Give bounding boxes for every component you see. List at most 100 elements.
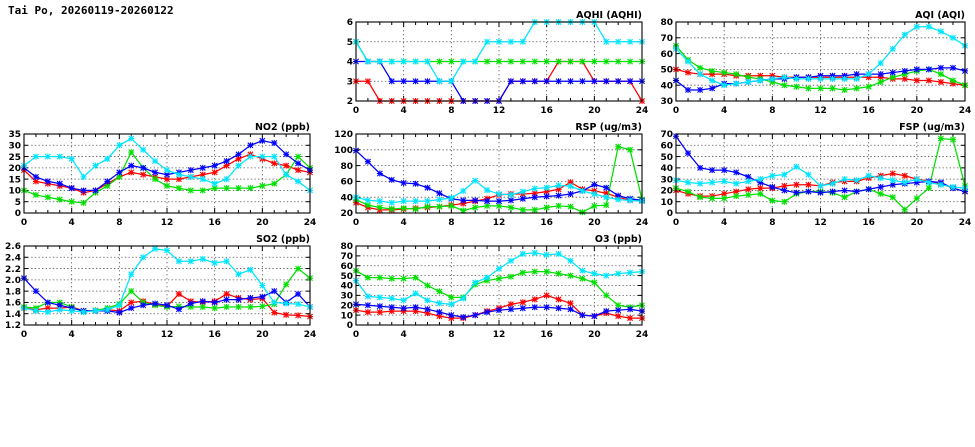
series-marker-green — [709, 195, 716, 202]
series-marker-cyan — [627, 269, 634, 276]
y-tick-label: 10 — [8, 187, 21, 197]
series-marker-red — [283, 162, 290, 169]
series-marker-cyan — [496, 191, 502, 198]
series-marker-cyan — [283, 300, 290, 307]
chart-panel-rsp: RSP (ug/m3) 20 40 60 80 100 120 0 4 8 12 16 20 24 — [332, 120, 652, 235]
series-marker-red — [709, 71, 716, 78]
chart-panel-fsp: FSP (ug/m3) 0 10 20 30 40 50 60 70 0 4 8 12 16 20 24 — [652, 120, 975, 235]
series-marker-cyan — [68, 307, 75, 314]
x-tick-label: 20 — [256, 218, 269, 228]
series-marker-green — [925, 185, 932, 192]
series-marker-red — [949, 80, 956, 87]
series-marker-green — [472, 204, 479, 211]
series-marker-red — [745, 186, 752, 193]
series-marker-blue — [164, 171, 170, 178]
y-tick-label: 4 — [347, 58, 353, 68]
series-marker-green — [199, 303, 206, 310]
series-marker-blue — [211, 299, 218, 306]
series-marker-green — [164, 182, 170, 189]
x-tick-label: 8 — [769, 218, 775, 228]
x-tick-label: 20 — [911, 106, 924, 116]
series-marker-red — [531, 296, 538, 303]
series-marker-cyan — [793, 75, 800, 82]
series-marker-blue — [531, 304, 538, 311]
series-marker-cyan — [128, 135, 135, 142]
chart-title-aqhi: AQHI (AQHI) — [576, 10, 642, 21]
series-marker-blue — [603, 78, 610, 85]
series-marker-green — [187, 187, 194, 194]
series-marker-red — [283, 311, 290, 318]
series-marker-blue — [436, 309, 443, 316]
series-marker-green — [853, 85, 860, 92]
series-marker-cyan — [235, 271, 242, 278]
series-marker-cyan — [472, 58, 479, 65]
series-marker-blue — [603, 308, 610, 315]
series-marker-red — [531, 190, 538, 197]
series-marker-blue — [104, 178, 111, 185]
series-marker-green — [388, 206, 395, 213]
chart-title-rsp: RSP (ug/m3) — [575, 122, 642, 133]
series-marker-blue — [829, 188, 836, 195]
series-marker-cyan — [543, 251, 550, 258]
series-marker-red — [128, 169, 135, 176]
series-marker-cyan — [164, 167, 170, 174]
chart-panel-o3: O3 (ppb) 0 10 20 30 40 50 60 70 80 0 4 8 12 16 20 24 — [332, 232, 652, 347]
chart-title-o3: O3 (ppb) — [595, 234, 642, 245]
series-marker-cyan — [555, 250, 562, 257]
series-marker-green — [56, 196, 63, 203]
series-marker-green — [259, 303, 266, 310]
series-marker-cyan — [388, 295, 395, 302]
x-tick-label: 0 — [673, 218, 679, 228]
y-tick-label: 60 — [660, 141, 673, 151]
y-tick-label: 0 — [15, 209, 21, 219]
series-marker-red — [424, 310, 431, 317]
series-marker-green — [496, 58, 502, 65]
x-tick-label: 0 — [673, 106, 679, 116]
series-marker-green — [615, 302, 622, 309]
series-marker-cyan — [769, 172, 776, 179]
series-marker-cyan — [591, 191, 598, 198]
series-marker-cyan — [709, 179, 716, 186]
series-marker-cyan — [889, 45, 896, 52]
x-tick-label: 12 — [161, 218, 174, 228]
series-marker-green — [436, 203, 443, 210]
series-marker-blue — [140, 164, 147, 171]
series-marker-blue — [235, 296, 242, 303]
series-marker-green — [448, 294, 455, 301]
series-marker-green — [424, 282, 431, 289]
series-marker-cyan — [223, 176, 230, 183]
y-tick-label: 60 — [340, 262, 353, 272]
series-marker-green — [901, 206, 908, 213]
series-marker-green — [579, 58, 586, 65]
series-marker-green — [745, 191, 752, 198]
series-marker-green — [152, 176, 159, 183]
x-tick-label: 12 — [814, 106, 827, 116]
series-marker-cyan — [721, 82, 728, 89]
series-marker-red — [223, 290, 230, 297]
series-marker-cyan — [448, 301, 455, 308]
series-marker-cyan — [388, 199, 395, 206]
series-marker-green — [877, 79, 884, 86]
series-marker-cyan — [56, 153, 63, 160]
series-marker-cyan — [496, 265, 502, 272]
series-marker-blue — [949, 64, 956, 71]
series-marker-green — [507, 273, 514, 280]
y-tick-label: 40 — [340, 193, 353, 203]
y-tick-label: 40 — [660, 81, 673, 91]
series-marker-red — [140, 171, 147, 178]
series-marker-blue — [247, 142, 254, 149]
series-marker-green — [603, 202, 610, 209]
y-tick-label: 30 — [660, 175, 673, 185]
series-marker-green — [781, 198, 788, 205]
series-marker-blue — [769, 184, 776, 191]
series-marker-blue — [877, 71, 884, 78]
series-marker-blue — [627, 78, 634, 85]
series-marker-cyan — [80, 309, 87, 316]
series-marker-green — [80, 199, 87, 206]
series-marker-green — [199, 187, 206, 194]
series-marker-blue — [424, 184, 431, 191]
series-marker-green — [484, 202, 491, 209]
series-marker-cyan — [615, 270, 622, 277]
series-marker-red — [295, 167, 302, 174]
series-marker-blue — [295, 290, 302, 297]
